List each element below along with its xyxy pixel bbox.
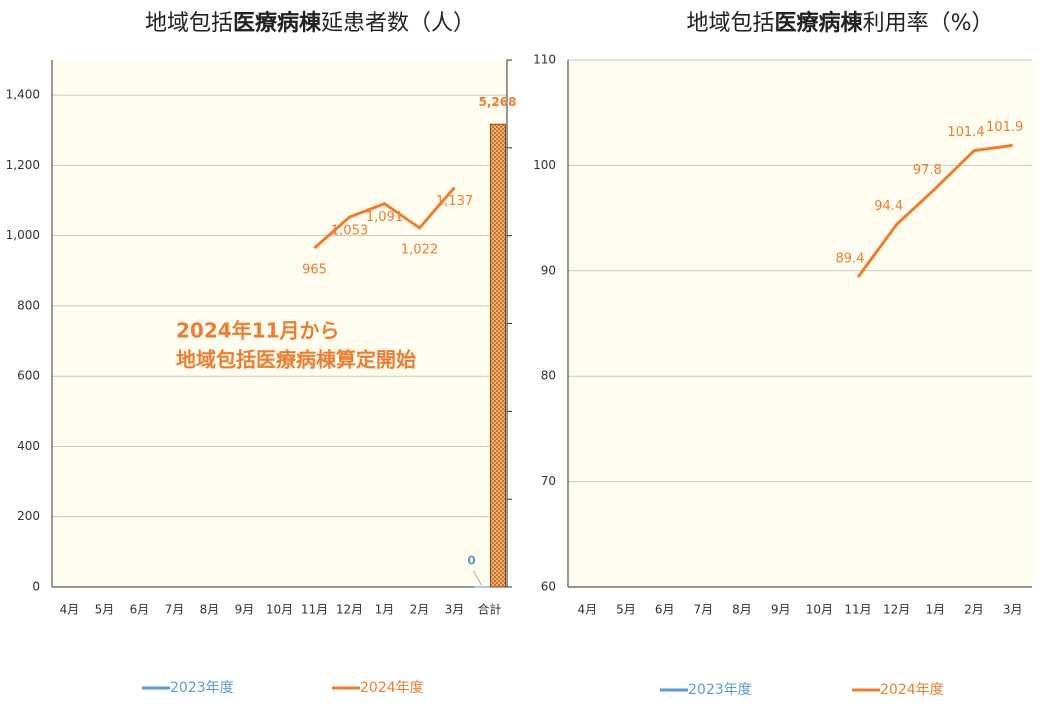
x-tick-label: 8月 <box>732 603 752 617</box>
legend-label: 2023年度 <box>170 680 234 696</box>
total-bar <box>490 123 506 588</box>
x-tick-label: 1月 <box>375 603 395 617</box>
annotation: 2024年11月から <box>176 319 340 343</box>
leader-line <box>473 570 482 586</box>
chart-title: 地域包括医療病棟利用率（%） <box>687 10 994 36</box>
data-label: 97.8 <box>913 163 942 178</box>
x-tick-label: 6月 <box>655 603 675 617</box>
plot-area <box>52 60 507 587</box>
x-tick-label: 合計 <box>477 602 501 617</box>
x-tick-label: 5月 <box>616 603 636 617</box>
data-label: 89.4 <box>836 252 865 267</box>
total-label: 5,268 <box>479 95 517 109</box>
x-tick-label: 7月 <box>694 603 714 617</box>
title-part: 利用率（%） <box>863 11 994 36</box>
x-tick-label: 1月 <box>926 603 946 617</box>
x-tick-label: 11月 <box>844 603 871 617</box>
data-label: 1,022 <box>401 242 438 257</box>
y-tick-label: 800 <box>17 298 40 312</box>
data-label: 1,137 <box>436 194 473 209</box>
line-series <box>313 186 456 250</box>
title-part: 地域包括 <box>687 11 775 36</box>
y-tick-label: 60 <box>541 580 556 594</box>
legend-label: 2023年度 <box>688 682 752 698</box>
x-tick-label: 2月 <box>410 603 430 617</box>
data-label: 965 <box>302 262 327 277</box>
x-tick-label: 4月 <box>578 603 598 617</box>
x-tick-label: 7月 <box>165 603 185 617</box>
y-tick-label: 400 <box>17 439 40 453</box>
line-series <box>856 143 1013 279</box>
x-tick-label: 2月 <box>964 603 984 617</box>
legend-label: 2024年度 <box>880 682 944 698</box>
y-tick-label: 70 <box>541 474 556 488</box>
x-tick-label: 9月 <box>235 603 255 617</box>
x-tick-label: 4月 <box>60 603 80 617</box>
y-tick-label: 0 <box>32 580 40 594</box>
title-part: 延患者数（人） <box>321 11 475 36</box>
y-tick-label: 1,200 <box>6 158 40 172</box>
data-label: 1,091 <box>366 210 403 225</box>
total-label: 0 <box>467 554 475 568</box>
x-tick-label: 10月 <box>266 603 293 617</box>
data-label: 101.9 <box>986 120 1023 135</box>
title-part: 医療病棟 <box>775 10 864 36</box>
y-tick-label: 600 <box>17 369 40 383</box>
x-tick-label: 10月 <box>806 603 833 617</box>
y-tick-label: 100 <box>533 158 556 172</box>
legend-label: 2024年度 <box>360 680 424 696</box>
x-tick-label: 11月 <box>301 603 328 617</box>
x-tick-label: 12月 <box>883 603 910 617</box>
x-tick-label: 5月 <box>95 603 115 617</box>
x-tick-label: 8月 <box>200 603 220 617</box>
annotation: 地域包括医療病棟算定開始 <box>176 348 416 372</box>
y-tick-label: 1,400 <box>6 88 40 102</box>
y-tick-label: 200 <box>17 509 40 523</box>
y-tick-label: 1,000 <box>6 228 40 242</box>
x-tick-label: 3月 <box>1003 603 1023 617</box>
y-tick-label: 80 <box>541 369 556 383</box>
plot-area <box>568 60 1032 587</box>
x-tick-label: 3月 <box>445 603 465 617</box>
data-label: 101.4 <box>947 125 984 140</box>
title-part: 医療病棟 <box>233 10 322 36</box>
data-label: 1,053 <box>331 224 368 239</box>
chart-title: 地域包括医療病棟延患者数（人） <box>145 10 475 36</box>
title-part: 地域包括 <box>145 11 233 36</box>
y-tick-label: 90 <box>541 263 556 277</box>
x-tick-label: 6月 <box>130 603 150 617</box>
y-tick-label: 110 <box>533 53 556 67</box>
x-tick-label: 9月 <box>771 603 791 617</box>
data-label: 94.4 <box>874 199 903 214</box>
x-tick-label: 12月 <box>336 603 363 617</box>
